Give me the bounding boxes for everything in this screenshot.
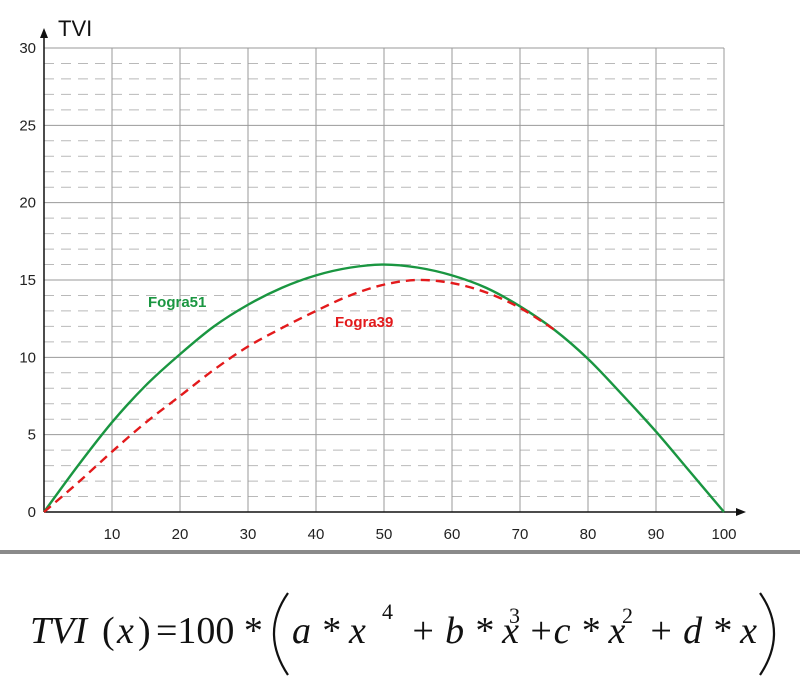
y-tick-label: 25 xyxy=(19,117,36,134)
divider xyxy=(0,550,800,554)
series-line-fogra51 xyxy=(43,263,725,513)
x-axis-arrow xyxy=(736,508,746,516)
formula-exp-3: 3 xyxy=(509,603,520,628)
x-tick-label: 30 xyxy=(240,526,257,543)
formula-equals: =100 * xyxy=(156,610,263,652)
x-tick-label: 50 xyxy=(376,526,393,543)
y-tick-label: 0 xyxy=(28,504,36,521)
y-tick-label: 15 xyxy=(19,272,36,289)
formula-term-d: + d * x xyxy=(648,610,757,652)
tvi-formula: TVI ( x ) =100 * a * x 4 + b * x 3 +c * … xyxy=(30,585,790,680)
chart-series xyxy=(43,263,725,513)
x-tick-label: 80 xyxy=(580,526,597,543)
formula-open-paren: ( xyxy=(102,610,115,652)
x-tick-label: 70 xyxy=(512,526,529,543)
formula-exp-2: 2 xyxy=(622,603,633,628)
formula-big-open-paren xyxy=(272,592,289,676)
y-tick-label: 5 xyxy=(28,427,36,444)
y-axis-label: TVI xyxy=(58,16,92,41)
y-tick-label: 10 xyxy=(19,349,36,366)
formula-term-b: + b * x xyxy=(410,610,519,652)
x-tick-label: 40 xyxy=(308,526,325,543)
x-tick-label: 10 xyxy=(104,526,121,543)
formula-exp-4: 4 xyxy=(382,599,393,624)
y-tick-label: 30 xyxy=(19,40,36,57)
x-tick-label: 100 xyxy=(711,526,736,543)
x-tick-label: 20 xyxy=(172,526,189,543)
series-label-fogra39: Fogra39 xyxy=(335,314,393,331)
x-tick-label: 90 xyxy=(648,526,665,543)
y-tick-label: 20 xyxy=(19,195,36,212)
y-axis-arrow xyxy=(40,28,48,38)
formula-close-paren: ) xyxy=(138,610,151,652)
series-line-fogra39 xyxy=(43,278,555,513)
x-tick-label: 60 xyxy=(444,526,461,543)
chart-grid xyxy=(44,47,725,512)
chart-axes xyxy=(40,28,746,516)
tvi-chart: 0 5 10 15 20 25 30 10 20 30 40 50 60 70 80 90 100 TVI Fo… xyxy=(19,16,746,543)
formula-lhs: TVI xyxy=(30,610,89,652)
formula-big-close-paren xyxy=(759,592,776,676)
formula-arg: x xyxy=(116,610,134,652)
formula-term-a: a * x xyxy=(292,610,366,652)
series-label-fogra51: Fogra51 xyxy=(148,294,206,311)
formula-term-c: +c * x xyxy=(528,610,626,652)
chart-tick-labels: 0 5 10 15 20 25 30 10 20 30 40 50 60 70 80 90 100 xyxy=(19,40,736,543)
